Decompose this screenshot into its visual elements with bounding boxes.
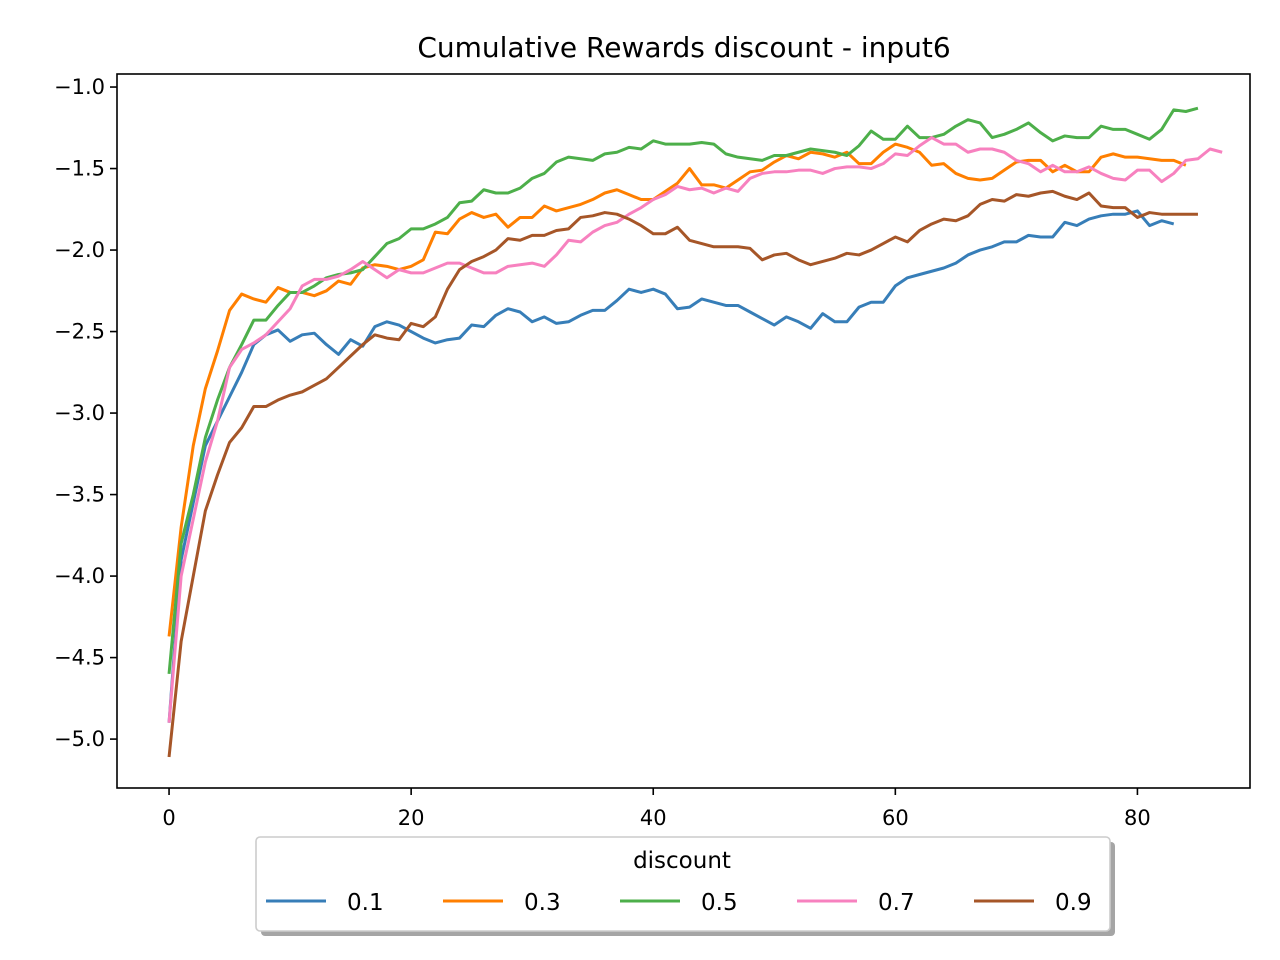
y-tick-label: −2.5 [54,320,105,344]
legend-label-0-5: 0.5 [701,890,738,916]
y-tick-label: −4.0 [54,564,105,588]
axes-frame [116,73,1251,789]
legend: discount 0.1 0.3 0.5 0.7 0.9 [255,836,1115,936]
x-tick-label: 20 [398,806,425,830]
plot-area [167,106,1223,758]
y-tick-label: −1.0 [54,75,105,99]
x-tick-label: 60 [882,806,909,830]
y-tick-label: −5.0 [54,727,105,751]
legend-label-0-9: 0.9 [1055,890,1092,916]
y-tick-label: −2.0 [54,238,105,262]
legend-label-0-1: 0.1 [347,890,384,916]
y-tick-label: −4.5 [54,646,105,670]
series-line-0-7 [167,136,1223,723]
legend-title: discount [633,848,731,874]
series-line-0-9 [167,189,1198,758]
y-tick-label: −3.5 [54,483,105,507]
legend-label-0-7: 0.7 [878,890,915,916]
legend-box [255,836,1111,932]
y-tick-label: −3.0 [54,401,105,425]
series-line-0-3 [167,142,1187,637]
chart-title: Cumulative Rewards discount - input6 [417,31,950,64]
x-tick-label: 0 [162,806,175,830]
axes: 0 20 40 60 80 −1.0 −1.5 −2.0 −2.5 −3.0 −3.5 −4.0 −4.… [54,73,1251,830]
x-tick-label: 80 [1124,806,1151,830]
y-tick-label: −1.5 [54,157,105,181]
series-line-0-1 [167,209,1175,723]
legend-label-0-3: 0.3 [524,890,561,916]
x-tick-label: 40 [640,806,667,830]
